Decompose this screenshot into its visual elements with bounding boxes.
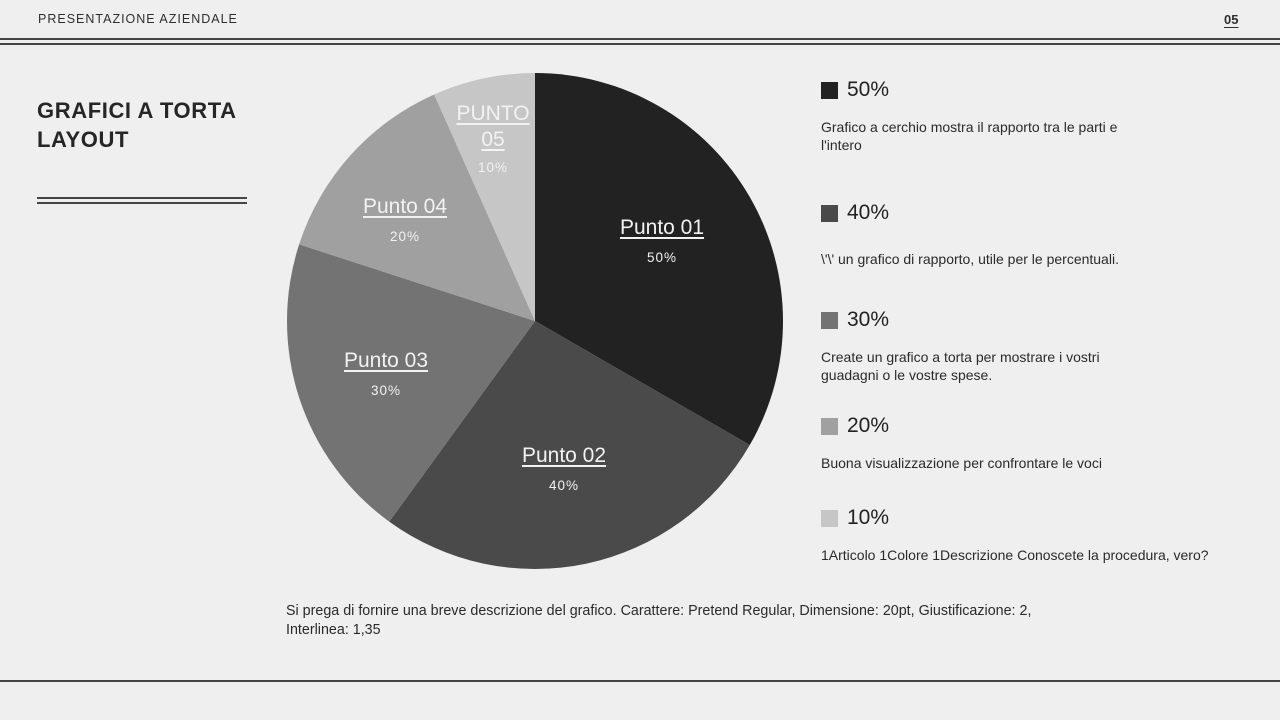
legend-swatch-icon <box>821 509 838 527</box>
pie-slice-punto-02 <box>389 321 750 570</box>
title-rule-bottom <box>37 202 247 204</box>
pie-label-punto-05: PUNTO 05 10% <box>456 102 529 175</box>
legend-pct: 50% <box>847 78 890 101</box>
page-number: 05 <box>1224 12 1239 27</box>
legend-swatch-icon <box>821 81 838 99</box>
pie-label-name-line1: PUNTO <box>456 102 530 125</box>
legend-desc: Grafico a cerchio mostra il rapporto tra… <box>821 119 1118 153</box>
pie-slice-punto-05 <box>434 73 535 321</box>
pie-label-punto-03: Punto 03 30% <box>344 349 428 398</box>
pie-label-name: Punto 02 <box>521 444 607 467</box>
legend-pct: 40% <box>847 201 890 224</box>
legend-item-10: 10% 1Articolo 1Colore 1Descrizione Conos… <box>821 505 1261 564</box>
pie-label-name: Punto 01 <box>619 216 705 239</box>
legend-swatch-icon <box>821 417 838 435</box>
pie-label-pct: 20% <box>389 229 421 244</box>
pie-label-pct: 40% <box>548 478 580 493</box>
legend-desc: Buona visualizzazione per confrontare le… <box>821 455 1102 471</box>
legend-item-40: 40% \'\' un grafico di rapporto, utile p… <box>821 200 1261 268</box>
slide-title: GRAFICI A TORTA LAYOUT <box>37 96 277 154</box>
legend-item-30: 30% Create un grafico a torta per mostra… <box>821 307 1261 384</box>
pie-label-punto-02: Punto 02 40% <box>522 444 606 493</box>
slide-title-line2: LAYOUT <box>37 127 130 152</box>
pie-label-name: Punto 03 <box>343 349 429 372</box>
chart-footnote: Si prega di fornire una breve descrizion… <box>286 603 1032 638</box>
legend-pct: 10% <box>847 506 890 529</box>
legend-swatch-icon <box>821 204 838 222</box>
header-rule-top <box>0 38 1280 40</box>
title-rule-top <box>37 197 247 199</box>
legend-desc: \'\' un grafico di rapporto, utile per l… <box>821 251 1119 267</box>
slide-title-line1: GRAFICI A TORTA <box>37 98 237 123</box>
header-rule-bottom <box>0 43 1280 45</box>
pie-slice-punto-04 <box>299 94 535 321</box>
pie-label-punto-01: Punto 01 50% <box>620 216 704 265</box>
legend-swatch-icon <box>821 311 838 329</box>
legend-item-20: 20% Buona visualizzazione per confrontar… <box>821 413 1261 472</box>
pie-label-name-line2: 05 <box>481 128 505 151</box>
pie-label-pct: 30% <box>370 383 402 398</box>
pie-label-punto-04: Punto 04 20% <box>363 195 447 244</box>
pie-label-pct: 50% <box>646 250 678 265</box>
pie-slice-punto-03 <box>286 244 535 522</box>
legend-pct: 20% <box>847 414 890 437</box>
legend-pct: 30% <box>847 308 890 331</box>
footer-rule <box>0 680 1280 682</box>
header-title: PRESENTAZIONE AZIENDALE <box>38 12 238 26</box>
legend-desc: Create un grafico a torta per mostrare i… <box>821 349 1100 383</box>
legend-item-50: 50% Grafico a cerchio mostra il rapporto… <box>821 77 1261 154</box>
pie-label-pct: 10% <box>477 160 509 175</box>
legend-desc: 1Articolo 1Colore 1Descrizione Conoscete… <box>821 547 1209 563</box>
pie-label-name: Punto 04 <box>362 195 448 218</box>
pie-slice-punto-01 <box>535 73 783 445</box>
